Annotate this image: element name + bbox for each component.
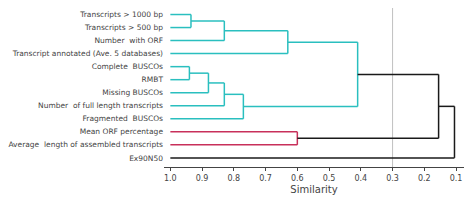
svg-text:Transcripts > 1000 bp: Transcripts > 1000 bp xyxy=(79,10,163,19)
svg-text:RMBT: RMBT xyxy=(142,75,164,84)
svg-text:Similarity: Similarity xyxy=(290,184,337,195)
svg-text:Average length of assembled t: Average length of assembled transcripts xyxy=(8,140,163,149)
svg-text:Number of full length transcr: Number of full length transcripts xyxy=(38,101,163,110)
svg-text:Fragmented BUSCOs: Fragmented BUSCOs xyxy=(83,114,164,123)
svg-text:0.9: 0.9 xyxy=(196,174,209,183)
svg-text:Ex90N50: Ex90N50 xyxy=(129,154,163,163)
svg-text:0.1: 0.1 xyxy=(450,174,463,183)
svg-text:0.8: 0.8 xyxy=(227,174,240,183)
svg-text:Missing BUSCOs: Missing BUSCOs xyxy=(102,88,163,97)
svg-text:0.4: 0.4 xyxy=(354,174,367,183)
svg-text:Complete BUSCOs: Complete BUSCOs xyxy=(92,62,163,71)
svg-text:Transcripts > 500 bp: Transcripts > 500 bp xyxy=(84,23,163,32)
svg-text:Mean ORF percentage: Mean ORF percentage xyxy=(80,127,164,136)
svg-text:Transcript annotated (Ave. 5 d: Transcript annotated (Ave. 5 databases) xyxy=(12,49,163,58)
svg-text:0.5: 0.5 xyxy=(323,174,336,183)
svg-text:0.3: 0.3 xyxy=(386,174,399,183)
svg-text:0.7: 0.7 xyxy=(259,174,272,183)
svg-text:0.2: 0.2 xyxy=(418,174,431,183)
svg-text:Number with ORF: Number with ORF xyxy=(94,36,163,45)
svg-text:1.0: 1.0 xyxy=(164,174,177,183)
svg-text:0.6: 0.6 xyxy=(291,174,304,183)
